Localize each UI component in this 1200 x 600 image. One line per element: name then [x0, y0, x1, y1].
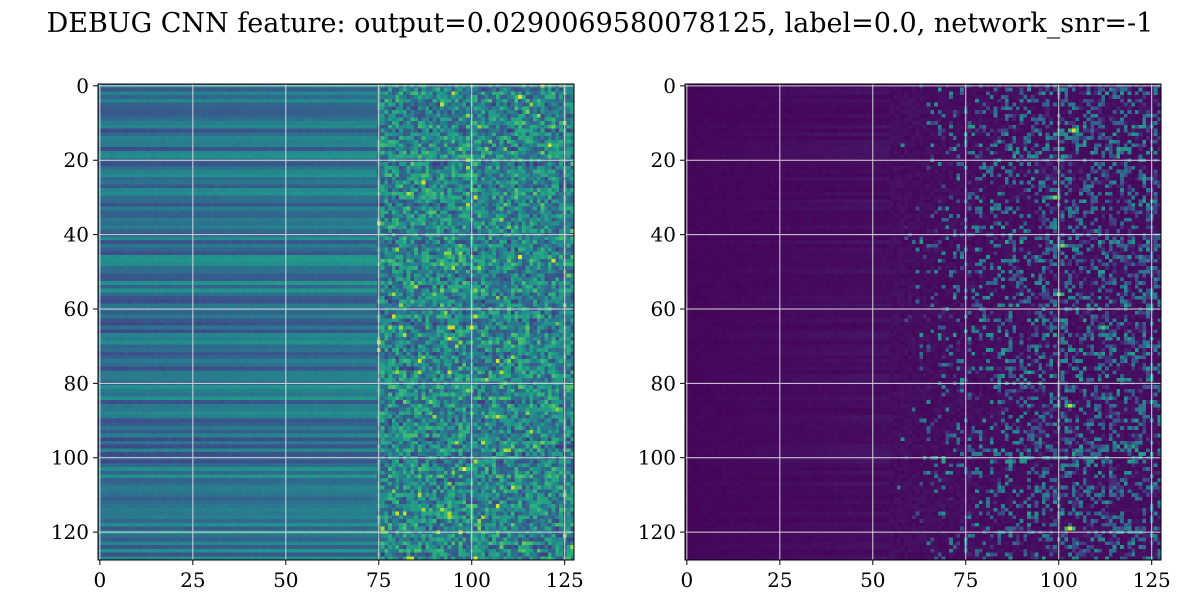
x-tick-label: 100 — [453, 568, 491, 592]
y-tick-label: 120 — [51, 520, 89, 544]
axes-frame — [684, 83, 1162, 561]
x-tick-label: 0 — [93, 568, 106, 592]
y-tick-label: 40 — [651, 223, 676, 247]
x-tick-label: 0 — [680, 568, 693, 592]
y-tick-label: 80 — [651, 371, 676, 395]
y-tick-label: 120 — [638, 520, 676, 544]
x-tick-label: 50 — [860, 568, 885, 592]
figure-title: DEBUG CNN feature: output=0.029006958007… — [46, 8, 1154, 39]
y-tick-label: 20 — [651, 148, 676, 172]
y-tick-label: 60 — [651, 297, 676, 321]
x-tick-label: 50 — [273, 568, 298, 592]
x-tick-label: 125 — [546, 568, 584, 592]
y-tick-label: 0 — [663, 74, 676, 98]
x-tick-label: 75 — [953, 568, 978, 592]
y-tick-label: 80 — [64, 371, 89, 395]
x-tick-label: 125 — [1133, 568, 1171, 592]
heatmap-panel-right: 0 25 50 75 100 125 0 20 40 60 80 100 120 — [638, 74, 1171, 592]
heatmap-panel-left: 0 25 50 75 100 125 0 20 40 60 80 100 120 — [51, 74, 584, 592]
y-tick-label: 60 — [64, 297, 89, 321]
y-tick-label: 20 — [64, 148, 89, 172]
x-tick-label: 75 — [366, 568, 391, 592]
axes-frame — [97, 83, 575, 561]
heatmap-image-right — [685, 84, 1161, 560]
y-tick-label: 0 — [76, 74, 89, 98]
x-tick-label: 100 — [1040, 568, 1078, 592]
x-tick-label: 25 — [180, 568, 205, 592]
y-tick-label: 40 — [64, 223, 89, 247]
y-tick-label: 100 — [51, 446, 89, 470]
y-tick-label: 100 — [638, 446, 676, 470]
heatmap-image-left — [98, 84, 574, 560]
x-tick-label: 25 — [767, 568, 792, 592]
